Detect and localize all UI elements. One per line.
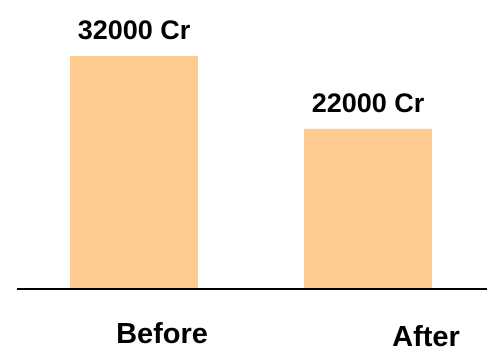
- data-labels-group: 32000 Cr 22000 Cr: [78, 15, 425, 118]
- bar-before: [70, 56, 198, 289]
- bars-group: [70, 56, 432, 289]
- category-labels-group: Before After: [116, 318, 460, 353]
- bar-after: [304, 128, 432, 289]
- data-label-before: 32000 Cr: [78, 15, 191, 45]
- data-label-after: 22000 Cr: [312, 88, 425, 118]
- category-label-before: Before: [116, 318, 208, 350]
- category-label-after: After: [392, 321, 460, 353]
